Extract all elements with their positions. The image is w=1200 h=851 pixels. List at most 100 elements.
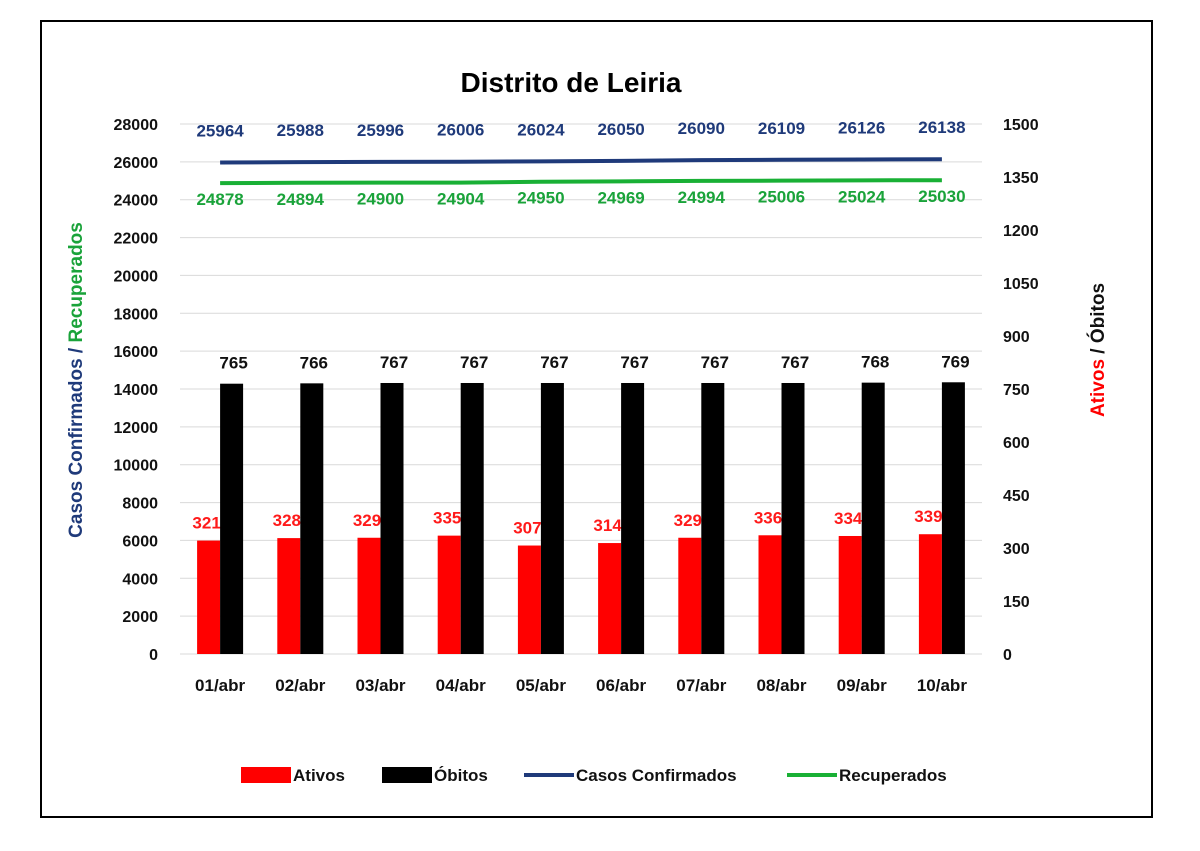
right-axis-tick-label: 150 [1003,594,1030,611]
right-axis-tick-label: 1200 [1003,223,1039,240]
left-axis-tick-label: 18000 [114,306,159,323]
left-axis-title-separator: / [66,343,87,359]
left-axis-tick-label: 10000 [114,458,159,475]
data-label: 26024 [517,120,565,139]
data-label: 767 [701,353,729,372]
legend: Ativos Óbitos Casos Confirmados Recuperados [241,766,947,785]
data-label: 334 [834,509,863,528]
left-axis-title-part2: Recuperados [66,222,87,342]
data-label: 26006 [437,121,484,140]
right-axis-tick-label: 0 [1003,647,1012,664]
category-label: 10/abr [917,676,967,695]
left-axis-tick-label: 0 [149,647,158,664]
bar-bitos [621,382,645,654]
data-label: 767 [781,353,809,372]
data-label: 767 [380,353,408,372]
legend-swatch [382,767,432,783]
legend-label: Recuperados [839,766,947,785]
data-label: 335 [433,509,461,528]
right-axis-title-separator: / [1088,343,1109,359]
data-label: 25006 [758,188,805,207]
data-label: 329 [674,511,702,530]
category-label: 07/abr [676,676,726,695]
right-axis-tick-label: 900 [1003,329,1030,346]
data-label: 329 [353,511,381,530]
right-axis-tick-label: 600 [1003,435,1030,452]
right-axis-tick-label: 450 [1003,488,1030,505]
bar-ativos [357,537,381,654]
left-axis-title: Casos Confirmados / Recuperados [66,222,87,538]
data-label: 25024 [838,187,886,206]
data-label: 336 [754,508,782,527]
left-axis-ticks: 0 2000 4000 6000 8000 10000 12000 14000 16000 180… [114,117,159,664]
bar-ativos [918,534,942,654]
category-label: 03/abr [355,676,405,695]
left-axis-tick-label: 14000 [114,382,159,399]
right-axis-title-part2: Óbitos [1087,283,1109,343]
data-label: 26138 [918,118,965,137]
data-label: 307 [513,519,541,538]
data-label: 766 [300,353,328,372]
category-label: 06/abr [596,676,646,695]
bar-ativos [838,535,862,654]
right-axis-tick-label: 1500 [1003,117,1039,134]
bar-ativos [197,540,221,654]
data-label: 768 [861,353,889,372]
chart-title: Distrito de Leiria [461,67,682,98]
bar-bitos [861,382,885,654]
right-axis-title-part1: Ativos [1088,359,1109,417]
category-labels: 01/abr 02/abr 03/abr 04/abr 05/abr 06/abr 07/a… [195,676,967,695]
left-axis-tick-label: 6000 [122,533,158,550]
category-label: 05/abr [516,676,566,695]
data-label: 767 [540,353,568,372]
left-axis-title-part1: Casos Confirmados [66,358,87,537]
right-axis-ticks: 0 150 300 450 600 750 900 1050 1200 1350 1500 [1003,117,1039,664]
category-label: 04/abr [436,676,486,695]
data-label: 26126 [838,118,885,137]
bars: 321 328 329 335 307 314 329 336 334 339 765 766 767 7… [192,352,970,654]
category-label: 09/abr [837,676,887,695]
bar-ativos [678,537,702,654]
left-axis-tick-label: 24000 [114,193,159,210]
legend-label: Óbitos [434,766,488,785]
bar-bitos [941,382,965,654]
bar-ativos [277,538,301,654]
line-casosconfirmados [220,157,942,165]
legend-item: Ativos [241,766,345,785]
legend-label: Casos Confirmados [576,766,737,785]
data-label: 25996 [357,121,404,140]
bar-ativos [437,535,461,654]
legend-item: Casos Confirmados [524,766,737,785]
right-axis-tick-label: 1350 [1003,170,1039,187]
right-axis-title: Ativos / Óbitos [1087,283,1109,417]
data-label: 321 [192,514,220,533]
right-axis-tick-label: 300 [1003,541,1030,558]
data-label: 767 [620,353,648,372]
chart-frame [40,20,1153,818]
data-label: 767 [460,353,488,372]
data-label: 314 [593,516,622,535]
bar-bitos [220,383,244,654]
bar-bitos [380,382,404,654]
data-label: 24894 [277,190,325,209]
data-label: 24904 [437,190,485,209]
left-axis-tick-label: 2000 [122,609,158,626]
bar-ativos [758,535,782,654]
left-axis-tick-label: 16000 [114,344,159,361]
category-label: 02/abr [275,676,325,695]
data-label: 24878 [196,190,243,209]
right-axis-tick-label: 750 [1003,382,1030,399]
lines: 25964 25988 25996 26006 26024 26050 26090 26109… [196,118,965,209]
data-label: 769 [941,352,969,371]
left-axis-tick-label: 28000 [114,117,159,134]
data-label: 328 [273,511,301,530]
data-label: 25964 [196,122,244,141]
bar-bitos [781,382,805,654]
legend-label: Ativos [293,766,345,785]
data-label: 24900 [357,190,404,209]
left-axis-tick-label: 4000 [122,571,158,588]
data-label: 25988 [277,121,324,140]
legend-item: Óbitos [382,766,488,785]
bar-ativos [598,543,622,654]
